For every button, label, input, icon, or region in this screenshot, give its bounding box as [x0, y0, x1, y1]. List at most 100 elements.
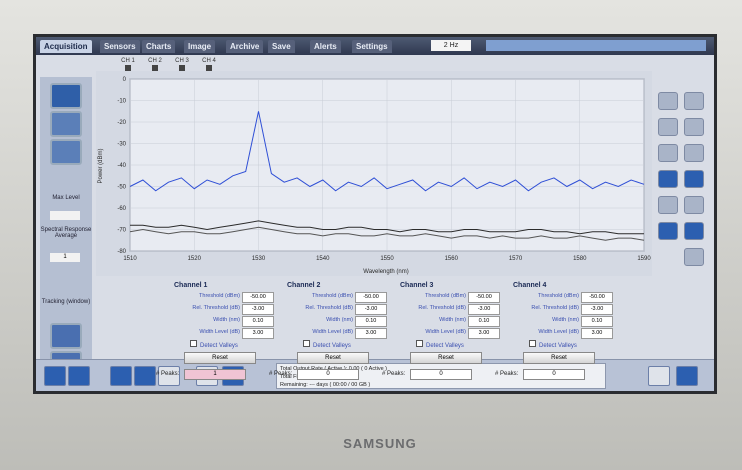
tool-button[interactable] — [658, 144, 678, 162]
view-button[interactable] — [50, 83, 82, 109]
channel-panel: Channel 1Threshold (dBm)-50.00Rel. Thres… — [164, 282, 276, 383]
field-label: Width (nm) — [439, 317, 466, 323]
tool-button[interactable] — [658, 170, 678, 188]
x-tick-label: 1510 — [123, 256, 137, 262]
field-row: Width Level (dB)3.00 — [390, 328, 502, 340]
peaks-label: # Peaks: — [156, 371, 179, 377]
field-value[interactable]: -3.00 — [355, 304, 387, 315]
y-axis-title: Power (dBm) — [98, 148, 104, 183]
field-value[interactable]: 0.10 — [355, 316, 387, 327]
field-value[interactable]: 3.00 — [242, 328, 274, 339]
field-row: Width (nm)0.10 — [277, 316, 389, 328]
channel-toggle[interactable]: CH 1 — [118, 58, 138, 71]
checkbox-label: Detect Valleys — [426, 343, 464, 349]
exit-button[interactable] — [676, 366, 698, 386]
y-tick-label: -40 — [117, 163, 126, 169]
checkbox[interactable] — [190, 340, 197, 347]
y-tick-label: -80 — [117, 249, 126, 255]
tool-button[interactable] — [684, 144, 704, 162]
field-label: Width Level (dB) — [312, 329, 353, 335]
field-label: Threshold (dBm) — [425, 293, 466, 299]
field-value[interactable]: -50.00 — [581, 292, 613, 303]
tab[interactable]: Settings — [352, 40, 392, 53]
channel-title: Channel 1 — [164, 282, 276, 292]
detect-valleys[interactable]: Detect Valleys — [164, 340, 276, 352]
y-tick-label: -70 — [117, 228, 126, 234]
toggle-label: CH 2 — [148, 58, 162, 64]
tab[interactable]: Sensors — [100, 40, 140, 53]
channel-toggle[interactable]: CH 3 — [172, 58, 192, 71]
tab[interactable]: Archive — [226, 40, 263, 53]
checkbox[interactable] — [416, 340, 423, 347]
field-value[interactable]: -50.00 — [355, 292, 387, 303]
tab[interactable]: Image — [184, 40, 215, 53]
field-value[interactable]: 0.10 — [581, 316, 613, 327]
toggle-label: CH 3 — [175, 58, 189, 64]
field-row: Rel. Threshold (dB)-3.00 — [164, 304, 276, 316]
tool-button[interactable] — [684, 118, 704, 136]
channel-toggle[interactable]: CH 2 — [145, 58, 165, 71]
trash-button[interactable] — [648, 366, 670, 386]
tab[interactable]: Acquisition — [40, 40, 92, 53]
tool-button[interactable] — [658, 92, 678, 110]
field-value[interactable]: 0.10 — [468, 316, 500, 327]
play-button[interactable] — [68, 366, 90, 386]
field-row: Rel. Threshold (dB)-3.00 — [390, 304, 502, 316]
reset-button[interactable]: Reset — [297, 352, 369, 364]
field-value[interactable]: -3.00 — [468, 304, 500, 315]
field-label: Rel. Threshold (dB) — [418, 305, 466, 311]
tool-button[interactable] — [684, 248, 704, 266]
save-button[interactable] — [684, 222, 704, 240]
y-tick-label: -60 — [117, 206, 126, 212]
tool-button[interactable] — [684, 92, 704, 110]
tab[interactable]: Charts — [142, 40, 175, 53]
field-value[interactable]: -50.00 — [468, 292, 500, 303]
field-value[interactable]: 3.00 — [355, 328, 387, 339]
field-value[interactable]: -3.00 — [581, 304, 613, 315]
rate-field[interactable]: 2 Hz — [431, 40, 471, 51]
spectral-label: Spectral Response Average — [40, 227, 92, 239]
field-value[interactable]: 0.10 — [242, 316, 274, 327]
x-tick-label: 1580 — [573, 256, 587, 262]
checkbox[interactable] — [529, 340, 536, 347]
detect-valleys[interactable]: Detect Valleys — [390, 340, 502, 352]
checkbox-label: Detect Valleys — [539, 343, 577, 349]
view-button[interactable] — [50, 111, 82, 137]
tool-button[interactable] — [658, 196, 678, 214]
tool-button[interactable] — [658, 222, 678, 240]
field-row: Width (nm)0.10 — [390, 316, 502, 328]
channel-toggle[interactable]: CH 4 — [199, 58, 219, 71]
tab[interactable]: Save — [268, 40, 295, 53]
max-level-select[interactable] — [50, 211, 80, 220]
field-value[interactable]: 3.00 — [468, 328, 500, 339]
field-row: Rel. Threshold (dB)-3.00 — [503, 304, 615, 316]
view-button[interactable] — [50, 139, 82, 165]
peaks-row: # Peaks:0 — [503, 369, 615, 383]
field-value[interactable]: -3.00 — [242, 304, 274, 315]
tab[interactable]: Alerts — [310, 40, 341, 53]
detect-valleys[interactable]: Detect Valleys — [277, 340, 389, 352]
open-button[interactable] — [110, 366, 132, 386]
field-label: Rel. Threshold (dB) — [192, 305, 240, 311]
stop-button[interactable] — [44, 366, 66, 386]
field-label: Rel. Threshold (dB) — [531, 305, 579, 311]
reset-button[interactable]: Reset — [410, 352, 482, 364]
tool-button[interactable] — [684, 170, 704, 188]
peaks-value: 0 — [410, 369, 472, 380]
tracking-button[interactable] — [50, 323, 82, 349]
reset-button[interactable]: Reset — [523, 352, 595, 364]
reset-button[interactable]: Reset — [184, 352, 256, 364]
tool-button[interactable] — [684, 196, 704, 214]
tool-button[interactable] — [658, 118, 678, 136]
channel-panel: Channel 4Threshold (dBm)-50.00Rel. Thres… — [503, 282, 615, 383]
save-button[interactable] — [134, 366, 156, 386]
detect-valleys[interactable]: Detect Valleys — [503, 340, 615, 352]
spectral-value[interactable]: 1 — [50, 253, 80, 262]
checkbox[interactable] — [303, 340, 310, 347]
field-label: Threshold (dBm) — [199, 293, 240, 299]
field-value[interactable]: -50.00 — [242, 292, 274, 303]
spectrum-chart: Power (dBm) Wavelength (nm) 0-10-20-30-4… — [96, 71, 652, 276]
peaks-value: 1 — [184, 369, 246, 380]
field-value[interactable]: 3.00 — [581, 328, 613, 339]
